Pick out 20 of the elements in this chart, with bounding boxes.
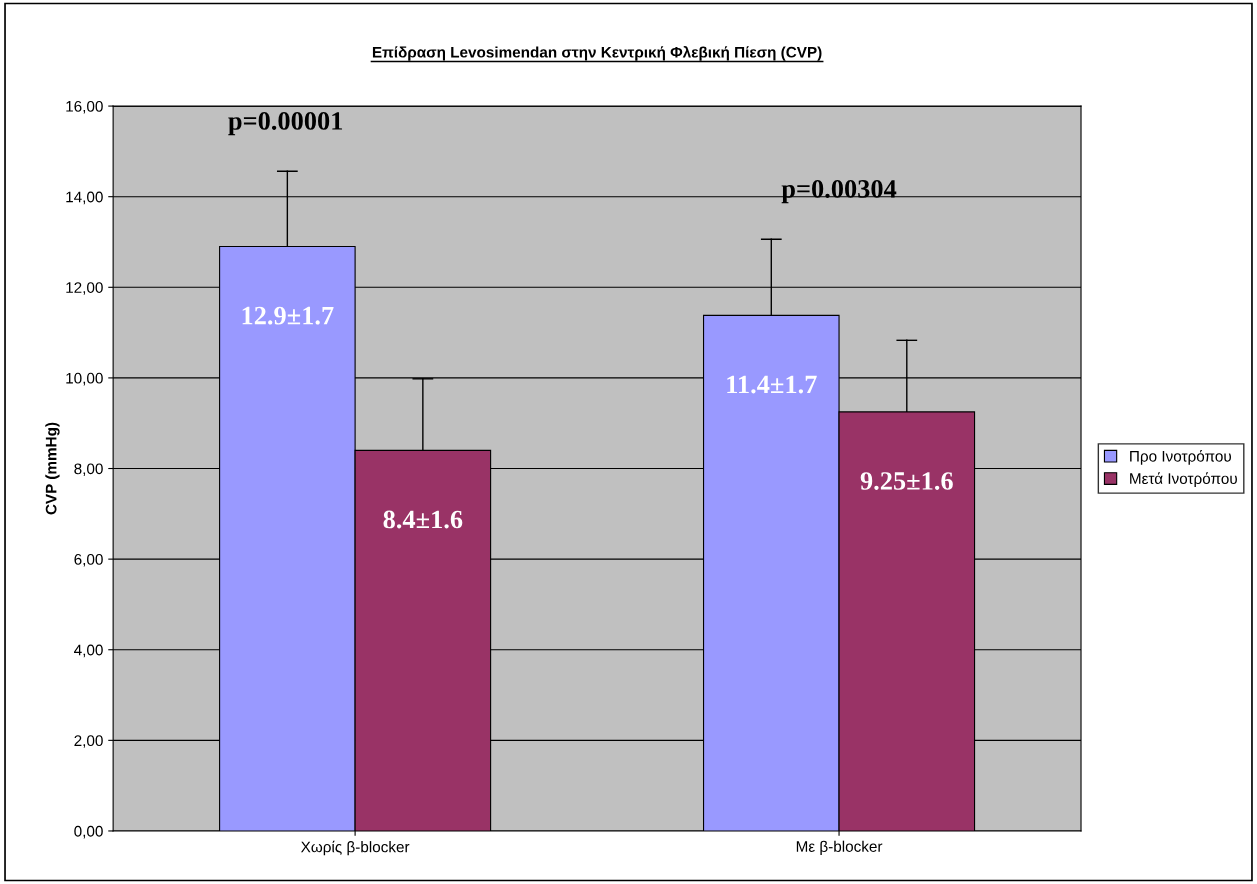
legend-label: Μετά Ινοτρόπου bbox=[1130, 472, 1237, 488]
y-tick-label: 10,00 bbox=[66, 372, 103, 386]
y-tick-label: 12,00 bbox=[66, 282, 103, 295]
data-label: 8.4±1.6 bbox=[383, 510, 463, 529]
data-label: 12.9±1.7 bbox=[242, 306, 334, 325]
y-axis-title: CVP (mmHg) bbox=[45, 422, 60, 515]
annotation: p=0.00001 bbox=[228, 112, 343, 136]
y-tick-label: 0,00 bbox=[74, 825, 103, 839]
y-tick-label: 2,00 bbox=[74, 735, 103, 748]
y-tick-label: 8,00 bbox=[74, 463, 103, 477]
data-label: 9.25±1.6 bbox=[860, 472, 953, 490]
y-tick-label: 16,00 bbox=[66, 100, 103, 114]
data-label: 11.4±1.7 bbox=[727, 375, 817, 394]
y-tick-label: 6,00 bbox=[74, 554, 103, 567]
x-tick-label: Χωρίς β-blocker bbox=[300, 840, 410, 856]
legend-label: Προ Ινοτρόπου bbox=[1130, 450, 1231, 465]
y-tick-label: 14,00 bbox=[66, 191, 103, 205]
chart-title: Επίδραση Levosimendan στην Κεντρική Φλεβική Πίεση (CVP) bbox=[372, 45, 822, 61]
y-tick-label: 4,00 bbox=[74, 644, 103, 658]
x-tick-label: Με β-blocker bbox=[796, 840, 883, 855]
